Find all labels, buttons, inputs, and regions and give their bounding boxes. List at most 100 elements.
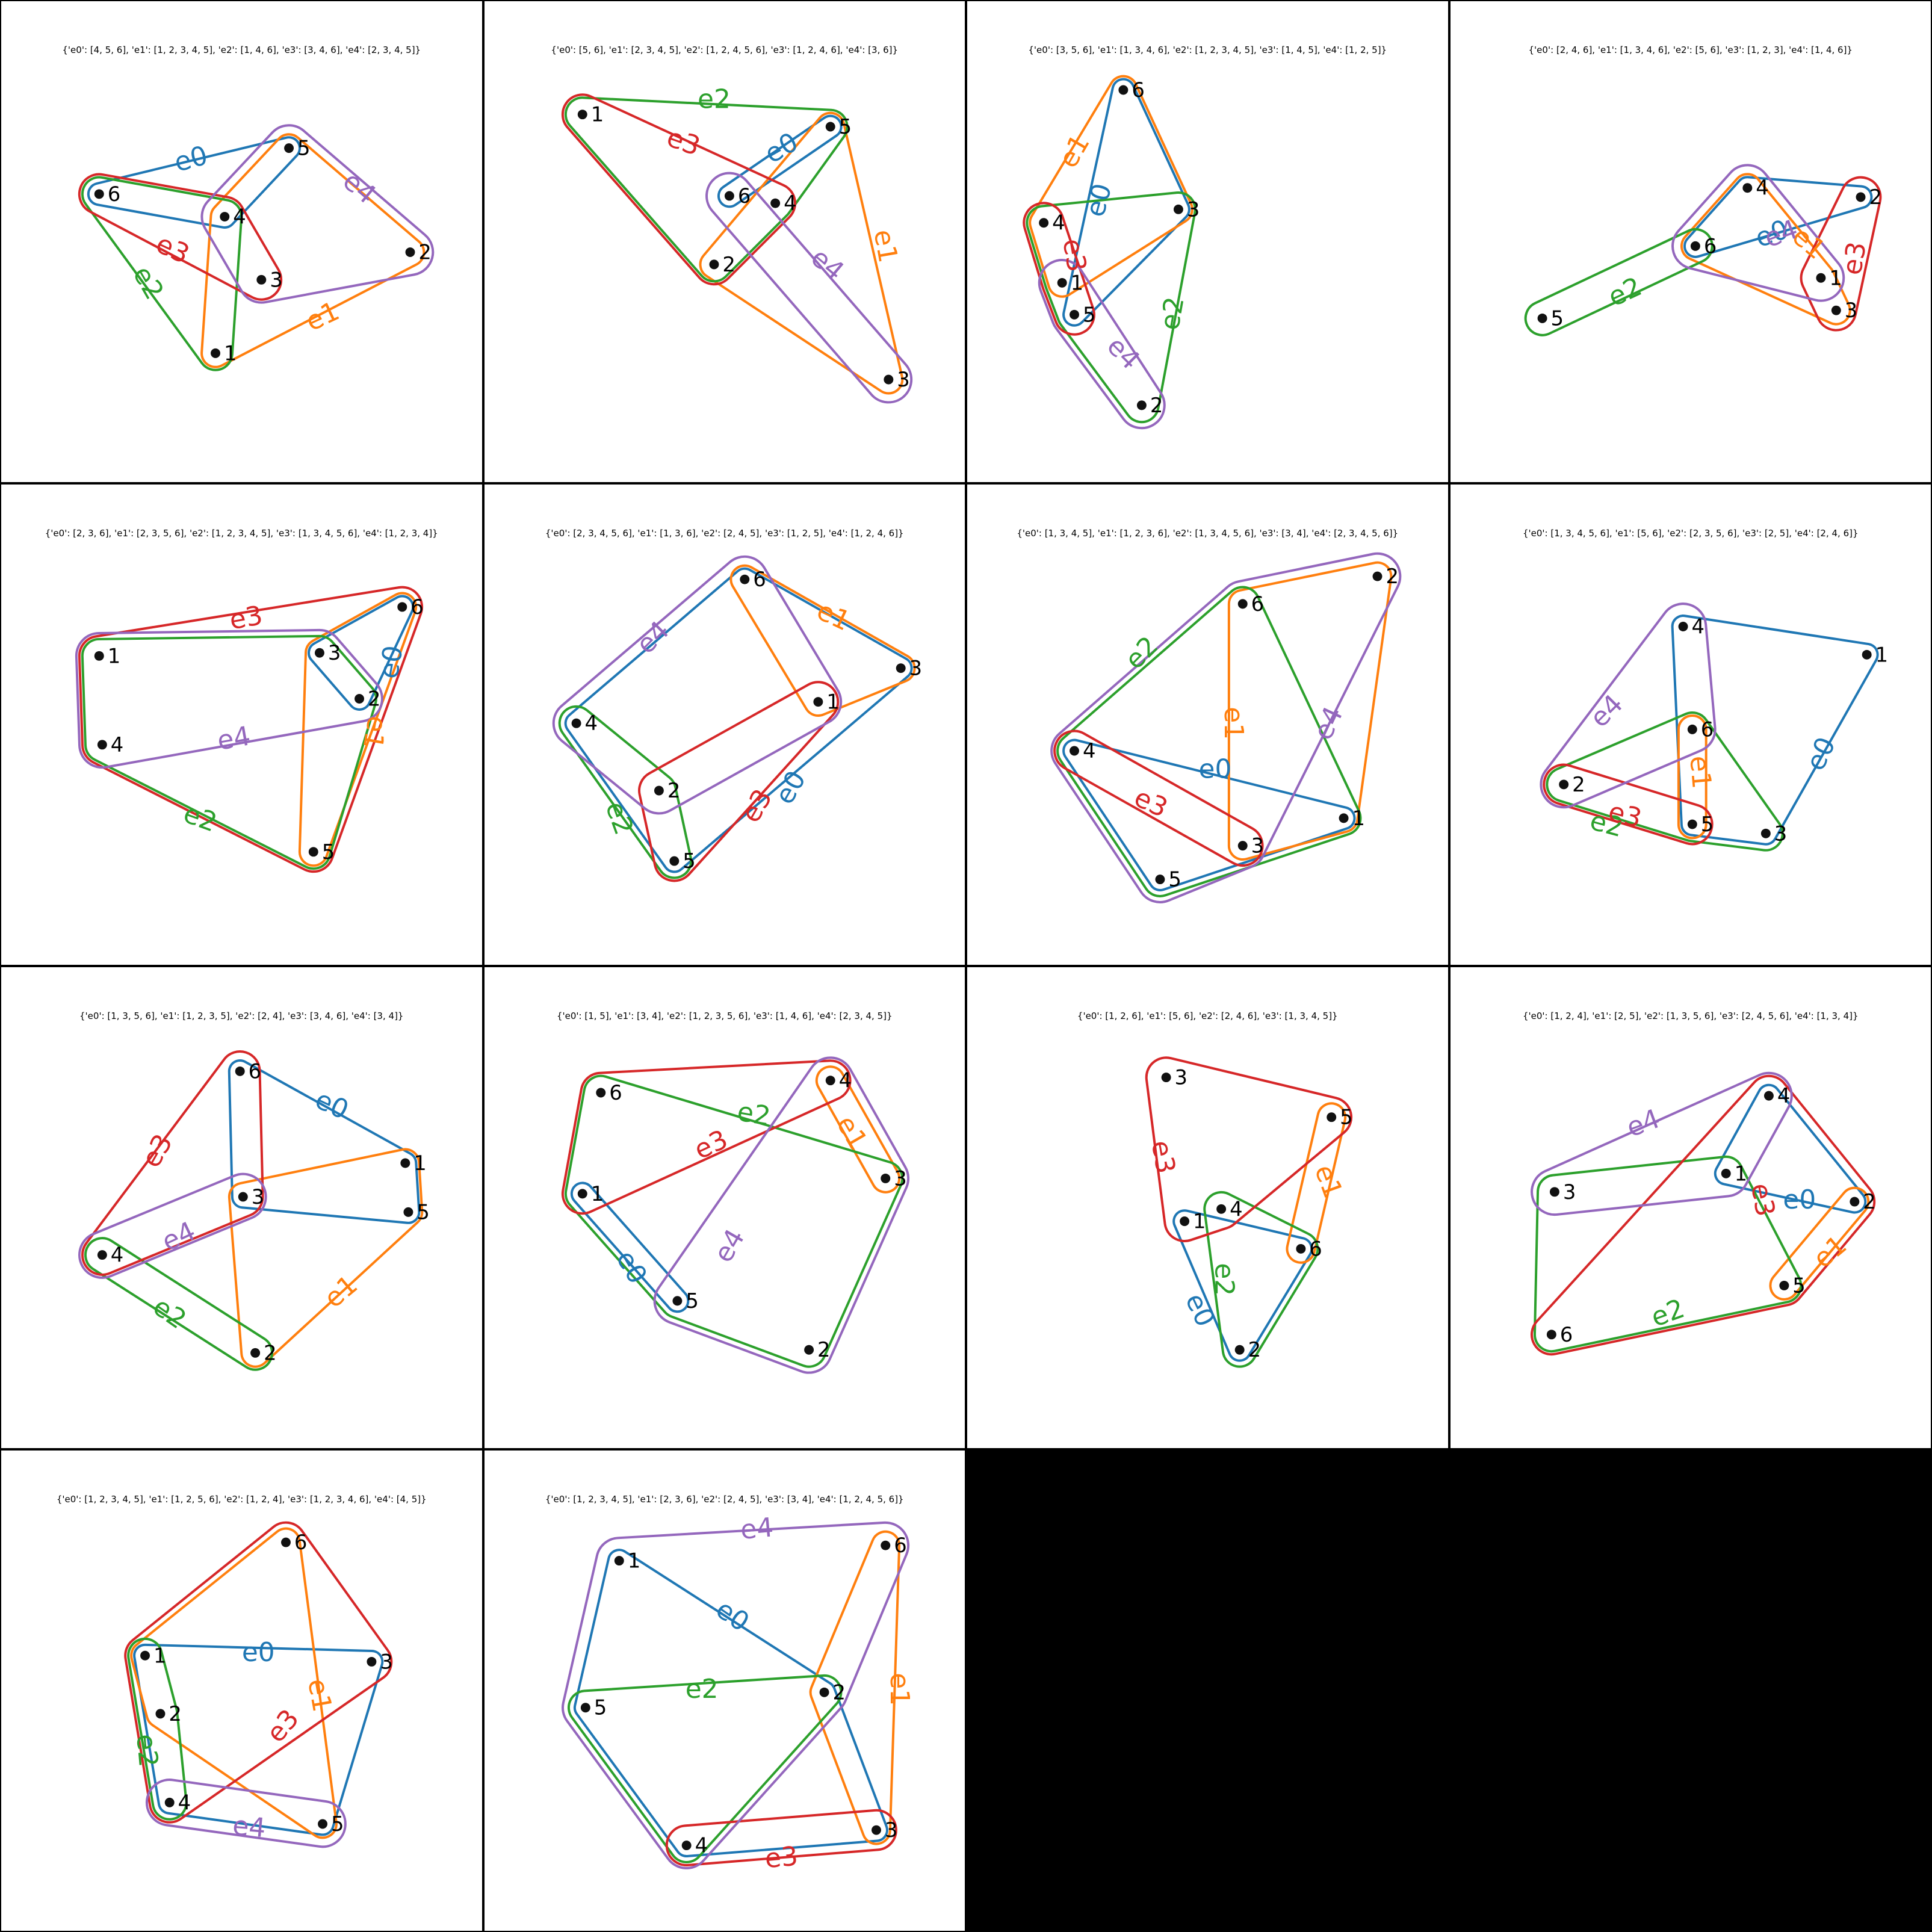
hyperedge-e2 <box>1545 711 1784 852</box>
node-label: 2 <box>832 1680 846 1704</box>
hyperedge-e4 <box>552 555 842 814</box>
node-label: 4 <box>1083 738 1096 762</box>
node-dot <box>1862 649 1872 660</box>
panel-title: {'e0': [1, 2, 3, 4, 5], 'e1': [2, 3, 6],… <box>545 1493 904 1505</box>
node-label: 1 <box>108 644 121 667</box>
hyperedge-label-e2: e2 <box>1209 1263 1240 1296</box>
panel-title: {'e0': [5, 6], 'e1': [2, 3, 4, 5], 'e2':… <box>551 45 899 55</box>
panel-title: {'e0': [2, 4, 6], 'e1': [1, 3, 4, 6], 'e… <box>1528 45 1853 55</box>
node-dot <box>281 1537 291 1547</box>
hyperedge-label-e1: e1 <box>812 595 855 637</box>
hyperedge-label-e4: e4 <box>630 615 675 660</box>
hyperedge-e1 <box>699 111 903 395</box>
node-label: 1 <box>1875 643 1888 666</box>
empty-panel <box>966 1449 1449 1932</box>
node-dot <box>238 1192 248 1202</box>
node-label: 4 <box>111 732 124 756</box>
hyperedge-label-e4: e4 <box>708 1224 751 1268</box>
hyperedge-e2 <box>564 96 849 283</box>
hyperedge-e1 <box>130 1527 338 1839</box>
node-dot <box>220 212 230 222</box>
node-dot <box>1136 400 1147 410</box>
hyperedge-label-e4: e4 <box>1307 702 1349 745</box>
node-dot <box>1118 85 1129 95</box>
hyperedge-e0 <box>564 567 913 873</box>
node-dot <box>308 846 318 856</box>
node-label: 1 <box>1829 266 1842 289</box>
node-dot <box>669 856 679 866</box>
node-label: 6 <box>108 182 121 206</box>
node-label: 3 <box>1562 1180 1576 1204</box>
hyperedge-e3 <box>1542 763 1714 845</box>
hyperedge-e3 <box>1800 176 1881 332</box>
node-label: 5 <box>297 137 311 160</box>
hypergraph-panel: {'e0': [2, 3, 4, 5, 6], 'e1': [1, 3, 6],… <box>483 483 966 966</box>
node-label: 2 <box>1863 1190 1876 1213</box>
node-dot <box>1815 273 1825 283</box>
panel-title: {'e0': [1, 2, 3, 4, 5], 'e1': [1, 2, 5, … <box>56 1493 427 1505</box>
hyperedge-label-e0: e0 <box>373 643 409 681</box>
hyperedge-e3 <box>124 1521 393 1824</box>
node-dot <box>1721 1168 1731 1178</box>
hyperedge-label-e4: e4 <box>1584 688 1629 733</box>
node-label: 6 <box>294 1531 308 1554</box>
hyperedge-label-e2: e2 <box>179 798 221 838</box>
node-dot <box>1546 1330 1556 1340</box>
hyperedge-e3 <box>78 173 283 301</box>
node-dot <box>284 143 294 153</box>
node-label: 3 <box>894 1166 907 1190</box>
hyperedge-label-e0: e0 <box>1783 1184 1816 1215</box>
node-label: 2 <box>264 1341 277 1364</box>
node-label: 6 <box>249 1059 262 1083</box>
hyperedge-label-e2: e2 <box>698 84 731 114</box>
node-label: 3 <box>909 656 922 680</box>
hypergraph-panel: {'e0': [3, 5, 6], 'e1': [1, 3, 4, 6], 'e… <box>966 0 1449 483</box>
hypergraph-panel: {'e0': [1, 3, 4, 5, 6], 'e1': [5, 6], 'e… <box>1449 483 1932 966</box>
node-label: 5 <box>1700 813 1714 836</box>
hyperedge-e0 <box>1714 1083 1866 1214</box>
node-dot <box>1372 571 1382 581</box>
node-dot <box>235 1066 245 1076</box>
node-dot <box>1760 828 1771 838</box>
node-label: 6 <box>1700 717 1714 741</box>
hyperedge-label-e1: e1 <box>302 1676 338 1714</box>
hyperedge-e2 <box>1026 191 1197 424</box>
node-label: 1 <box>1071 271 1084 294</box>
node-dot <box>571 718 581 728</box>
hyperedge-e4 <box>75 628 383 769</box>
node-dot <box>1216 1204 1227 1214</box>
hypergraph-panel: {'e0': [2, 3, 6], 'e1': [2, 3, 5, 6], 'e… <box>0 483 483 966</box>
node-dot <box>1039 218 1049 228</box>
node-dot <box>654 785 664 796</box>
hyperedge-e0 <box>717 114 843 208</box>
hypergraph-panel: {'e0': [1, 2, 6], 'e1': [5, 6], 'e2': [2… <box>966 966 1449 1449</box>
hyperedge-label-e0: e0 <box>1080 181 1118 220</box>
hyperedge-label-e4: e4 <box>739 1512 775 1546</box>
node-dot <box>880 1540 890 1550</box>
node-label: 6 <box>1251 592 1265 615</box>
node-dot <box>1339 813 1349 823</box>
node-label: 2 <box>418 241 432 264</box>
hyperedge-label-e3: e3 <box>1130 782 1172 823</box>
node-label: 2 <box>1572 772 1585 796</box>
hyperedge-e4 <box>1050 552 1402 903</box>
node-label: 4 <box>1777 1084 1790 1107</box>
node-label: 2 <box>1150 394 1163 417</box>
panel-title: {'e0': [1, 3, 5, 6], 'e1': [1, 2, 3, 5],… <box>79 1011 404 1021</box>
node-dot <box>1849 1197 1859 1207</box>
node-dot <box>1161 1073 1171 1083</box>
node-dot <box>405 247 415 258</box>
hyperedge-e3 <box>561 1059 852 1215</box>
node-dot <box>314 648 324 658</box>
hyperedge-e1 <box>809 1530 900 1845</box>
hyperedge-e3 <box>81 1050 264 1276</box>
node-label: 4 <box>233 205 246 229</box>
hyperedge-e2 <box>127 1637 188 1821</box>
hyperedge-label-e3: e3 <box>763 1841 799 1874</box>
hyperedge-e0 <box>228 1059 421 1224</box>
node-label: 1 <box>590 103 604 126</box>
